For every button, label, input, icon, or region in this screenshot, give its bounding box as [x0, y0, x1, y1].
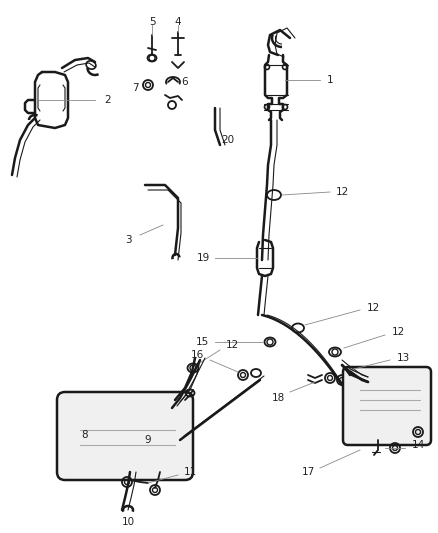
Text: 11: 11 — [184, 467, 197, 477]
Text: 15: 15 — [195, 337, 208, 347]
FancyBboxPatch shape — [57, 392, 193, 480]
FancyBboxPatch shape — [343, 367, 431, 445]
Text: 8: 8 — [82, 430, 88, 440]
Text: 2: 2 — [105, 95, 111, 105]
Text: 18: 18 — [272, 393, 285, 403]
Text: 12: 12 — [366, 303, 380, 313]
Text: 12: 12 — [392, 327, 405, 337]
Text: 1: 1 — [327, 75, 333, 85]
Text: 7: 7 — [132, 83, 138, 93]
Text: 14: 14 — [411, 440, 424, 450]
Text: 13: 13 — [396, 353, 410, 363]
Text: 6: 6 — [182, 77, 188, 87]
Text: 12: 12 — [336, 187, 349, 197]
Text: 5: 5 — [148, 17, 155, 27]
Text: 10: 10 — [121, 517, 134, 527]
Text: 9: 9 — [145, 435, 151, 445]
Text: 20: 20 — [222, 135, 235, 145]
Text: 19: 19 — [196, 253, 210, 263]
Text: 17: 17 — [301, 467, 314, 477]
Text: 12: 12 — [226, 340, 239, 350]
Text: 16: 16 — [191, 350, 204, 360]
Text: 3: 3 — [125, 235, 131, 245]
Text: 4: 4 — [175, 17, 181, 27]
